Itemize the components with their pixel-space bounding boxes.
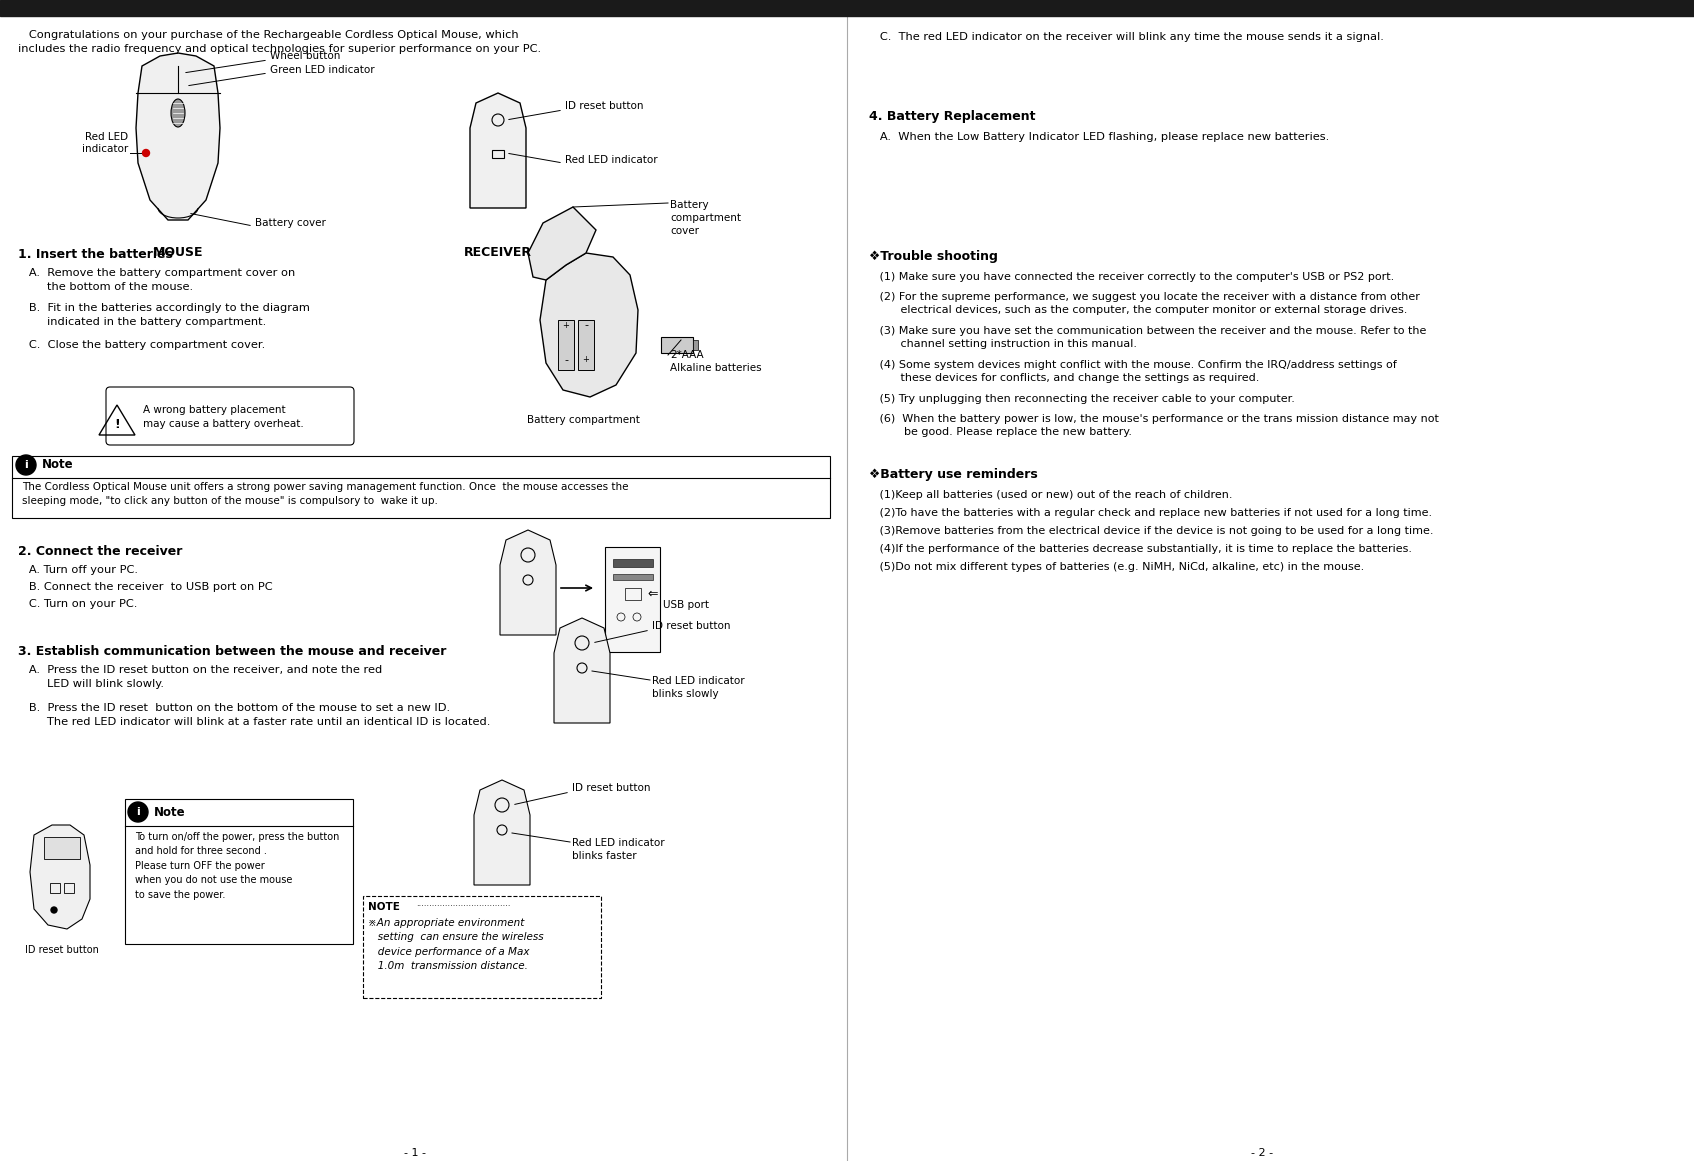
- Text: 1. Insert the batteries: 1. Insert the batteries: [19, 248, 173, 261]
- Text: A.  Remove the battery compartment cover on
        the bottom of the mouse.: A. Remove the battery compartment cover …: [19, 268, 295, 293]
- Text: (3) Make sure you have set the communication between the receiver and the mouse.: (3) Make sure you have set the communica…: [869, 326, 1426, 349]
- Text: - 2 -: - 2 -: [1250, 1148, 1274, 1158]
- Bar: [613, 558, 652, 567]
- Text: +: +: [562, 320, 569, 330]
- Text: (5) Try unplugging then reconnecting the receiver cable to your computer.: (5) Try unplugging then reconnecting the…: [869, 394, 1294, 404]
- Bar: [64, 884, 75, 893]
- Text: ※An appropriate environment
   setting  can ensure the wireless
   device perfor: ※An appropriate environment setting can …: [368, 918, 544, 972]
- Polygon shape: [474, 780, 530, 885]
- Text: A. Turn off your PC.: A. Turn off your PC.: [19, 565, 137, 575]
- Text: ID reset button: ID reset button: [573, 783, 650, 793]
- Text: i: i: [136, 807, 141, 817]
- Text: Congratulations on your purchase of the Rechargeable Cordless Optical Mouse, whi: Congratulations on your purchase of the …: [19, 30, 540, 55]
- Text: B.  Fit in the batteries accordingly to the diagram
        indicated in the bat: B. Fit in the batteries accordingly to t…: [19, 303, 310, 327]
- Text: ID reset button: ID reset button: [25, 945, 98, 956]
- Polygon shape: [529, 207, 596, 280]
- Text: 2. Connect the receiver: 2. Connect the receiver: [19, 545, 183, 558]
- Text: (3)Remove batteries from the electrical device if the device is not going to be : (3)Remove batteries from the electrical …: [869, 526, 1433, 536]
- Text: !: !: [113, 418, 120, 432]
- Ellipse shape: [171, 99, 185, 127]
- Text: i: i: [24, 460, 27, 470]
- Text: 2*AAA
Alkaline batteries: 2*AAA Alkaline batteries: [671, 349, 762, 373]
- Text: (2) For the supreme performance, we suggest you locate the receiver with a dista: (2) For the supreme performance, we sugg…: [869, 293, 1420, 315]
- Text: ID reset button: ID reset button: [566, 101, 644, 111]
- Polygon shape: [469, 93, 527, 208]
- Text: Red LED indicator
blinks slowly: Red LED indicator blinks slowly: [652, 676, 745, 699]
- Text: -: -: [564, 355, 567, 365]
- Polygon shape: [554, 618, 610, 723]
- Text: Red LED indicator: Red LED indicator: [566, 156, 657, 165]
- Bar: [661, 337, 693, 353]
- Bar: [363, 896, 601, 998]
- Circle shape: [142, 150, 149, 157]
- Text: (2)To have the batteries with a regular check and replace new batteries if not u: (2)To have the batteries with a regular …: [869, 509, 1431, 518]
- Text: The Cordless Optical Mouse unit offers a strong power saving management function: The Cordless Optical Mouse unit offers a…: [22, 482, 628, 506]
- Text: ❖Battery use reminders: ❖Battery use reminders: [869, 468, 1038, 481]
- FancyBboxPatch shape: [107, 387, 354, 445]
- Text: (4) Some system devices might conflict with the mouse. Confirm the IRQ/address s: (4) Some system devices might conflict w…: [869, 360, 1398, 383]
- Text: A.  Press the ID reset button on the receiver, and note the red
        LED will: A. Press the ID reset button on the rece…: [19, 665, 383, 688]
- Circle shape: [51, 907, 58, 913]
- Bar: [0, 0, 1694, 16]
- Text: Green LED indicator: Green LED indicator: [269, 65, 374, 75]
- Bar: [578, 320, 595, 370]
- Text: Note: Note: [42, 459, 73, 471]
- Text: RECEIVER: RECEIVER: [464, 246, 532, 259]
- Polygon shape: [500, 531, 556, 635]
- Text: (1)Keep all batteries (used or new) out of the reach of children.: (1)Keep all batteries (used or new) out …: [869, 490, 1233, 500]
- Circle shape: [129, 802, 147, 822]
- Text: Note: Note: [154, 806, 186, 819]
- Text: Red LED indicator
blinks faster: Red LED indicator blinks faster: [573, 838, 664, 860]
- Bar: [12, 456, 830, 518]
- Text: C. Turn on your PC.: C. Turn on your PC.: [19, 599, 137, 610]
- Text: B.  Press the ID reset  button on the bottom of the mouse to set a new ID.
     : B. Press the ID reset button on the bott…: [19, 704, 490, 727]
- Bar: [125, 799, 352, 944]
- Bar: [693, 340, 698, 349]
- Bar: [557, 320, 574, 370]
- Text: (5)Do not mix different types of batteries (e.g. NiMH, NiCd, alkaline, etc) in t: (5)Do not mix different types of batteri…: [869, 562, 1364, 572]
- Text: (1) Make sure you have connected the receiver correctly to the computer's USB or: (1) Make sure you have connected the rec…: [869, 272, 1394, 282]
- Text: NOTE: NOTE: [368, 902, 400, 913]
- Text: ····································: ····································: [417, 902, 510, 911]
- Bar: [491, 150, 505, 158]
- Text: A wrong battery placement
may cause a battery overheat.: A wrong battery placement may cause a ba…: [142, 405, 303, 430]
- Text: MOUSE: MOUSE: [152, 246, 203, 259]
- Text: 3. Establish communication between the mouse and receiver: 3. Establish communication between the m…: [19, 646, 447, 658]
- Text: 4. Battery Replacement: 4. Battery Replacement: [869, 110, 1035, 123]
- Text: -: -: [584, 320, 588, 330]
- Text: - 1 -: - 1 -: [403, 1148, 425, 1158]
- Text: Red LED
indicator: Red LED indicator: [81, 132, 129, 154]
- Bar: [605, 547, 661, 652]
- Polygon shape: [30, 825, 90, 929]
- Polygon shape: [136, 53, 220, 219]
- Text: Battery
compartment
cover: Battery compartment cover: [671, 200, 740, 236]
- Text: A.  When the Low Battery Indicator LED flashing, please replace new batteries.: A. When the Low Battery Indicator LED fl…: [869, 132, 1330, 142]
- Bar: [44, 837, 80, 859]
- Text: To turn on/off the power, press the button
and hold for three second .
Please tu: To turn on/off the power, press the butt…: [136, 832, 339, 900]
- Text: B. Connect the receiver  to USB port on PC: B. Connect the receiver to USB port on P…: [19, 582, 273, 592]
- Text: +: +: [583, 355, 590, 365]
- Text: C.  The red LED indicator on the receiver will blink any time the mouse sends it: C. The red LED indicator on the receiver…: [869, 33, 1384, 42]
- Text: C.  Close the battery compartment cover.: C. Close the battery compartment cover.: [19, 340, 266, 349]
- Bar: [51, 884, 59, 893]
- Polygon shape: [540, 253, 639, 397]
- Text: ID reset button: ID reset button: [652, 621, 730, 630]
- Text: Wheel button: Wheel button: [269, 51, 340, 62]
- Bar: [613, 574, 652, 580]
- Text: ❖Trouble shooting: ❖Trouble shooting: [869, 250, 998, 264]
- Bar: [625, 587, 640, 600]
- Text: Battery compartment: Battery compartment: [527, 414, 639, 425]
- Text: (4)If the performance of the batteries decrease substantially, it is time to rep: (4)If the performance of the batteries d…: [869, 545, 1413, 554]
- Text: Battery cover: Battery cover: [256, 218, 325, 228]
- Text: (6)  When the battery power is low, the mouse's performance or the trans mission: (6) When the battery power is low, the m…: [869, 414, 1438, 438]
- Text: ⇐: ⇐: [647, 587, 657, 600]
- Circle shape: [15, 455, 36, 475]
- Text: USB port: USB port: [662, 600, 710, 610]
